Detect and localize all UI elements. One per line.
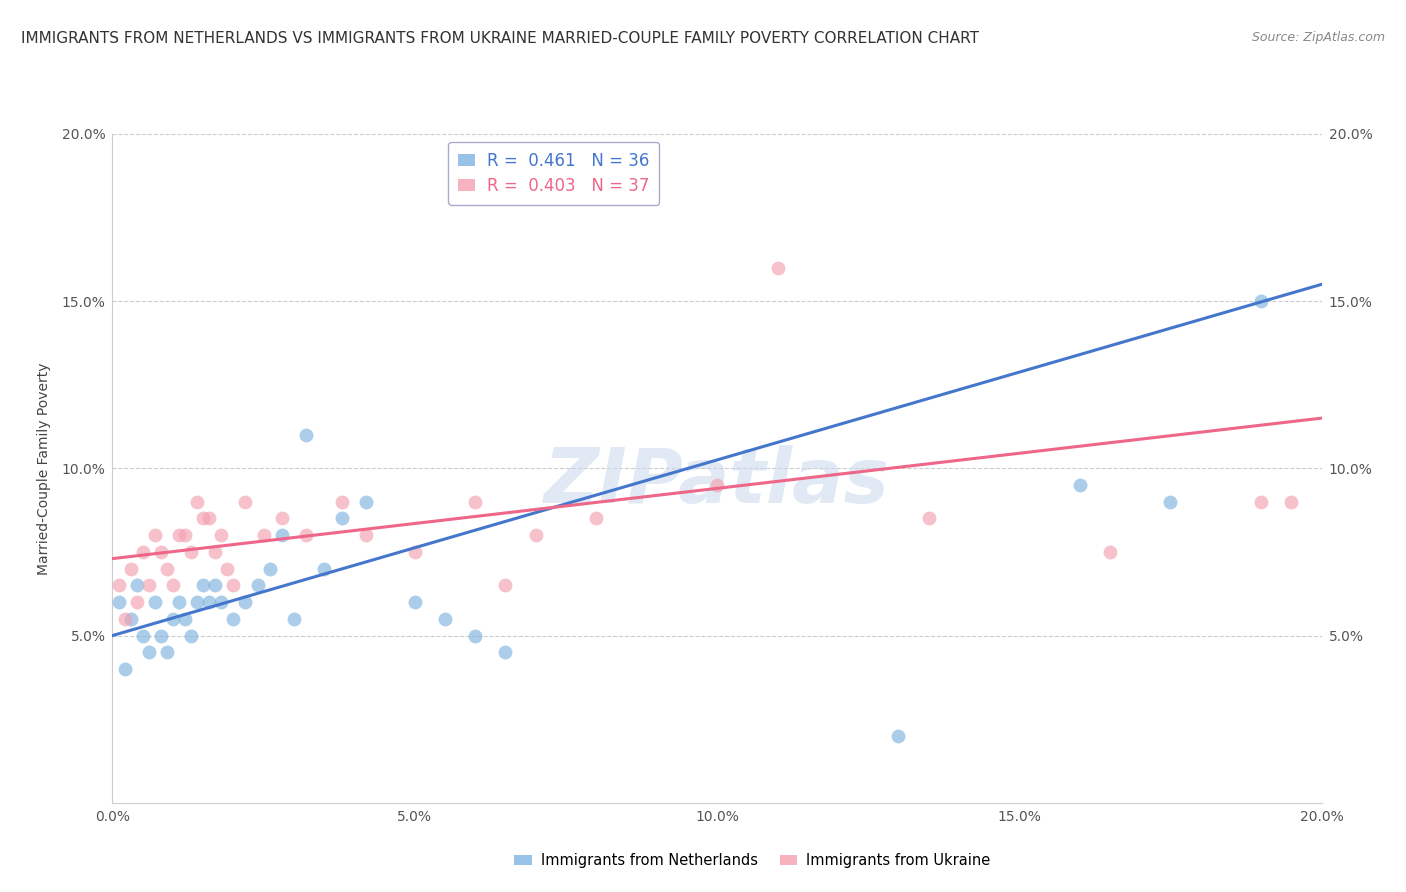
Point — [132, 545, 155, 559]
Point — [246, 578, 269, 592]
Point — [132, 628, 155, 642]
Point — [138, 645, 160, 659]
Point — [464, 494, 486, 508]
Point — [186, 595, 208, 609]
Point — [222, 578, 245, 592]
Point — [495, 645, 517, 659]
Point — [156, 645, 179, 659]
Point — [191, 511, 214, 525]
Point — [191, 578, 214, 592]
Legend: Immigrants from Netherlands, Immigrants from Ukraine: Immigrants from Netherlands, Immigrants … — [509, 847, 995, 874]
Point — [270, 528, 292, 542]
Point — [149, 628, 172, 642]
Point — [1159, 494, 1181, 508]
Point — [1098, 545, 1121, 559]
Point — [198, 595, 221, 609]
Point — [295, 428, 318, 442]
Point — [356, 528, 378, 542]
Point — [186, 494, 208, 508]
Point — [180, 545, 202, 559]
Point — [433, 612, 456, 626]
Point — [270, 511, 292, 525]
Point — [1250, 294, 1272, 309]
Point — [180, 628, 202, 642]
Point — [114, 612, 136, 626]
Point — [217, 562, 239, 576]
Point — [259, 562, 281, 576]
Point — [125, 595, 148, 609]
Point — [143, 528, 166, 542]
Point — [495, 578, 517, 592]
Point — [167, 595, 190, 609]
Point — [167, 528, 190, 542]
Point — [107, 578, 129, 592]
Point — [283, 612, 305, 626]
Point — [174, 528, 197, 542]
Point — [524, 528, 547, 542]
Point — [204, 578, 226, 592]
Point — [162, 578, 184, 592]
Point — [1250, 494, 1272, 508]
Point — [156, 562, 179, 576]
Point — [235, 494, 257, 508]
Point — [330, 511, 353, 525]
Point — [766, 260, 789, 275]
Point — [404, 595, 426, 609]
Point — [114, 662, 136, 676]
Point — [235, 595, 257, 609]
Y-axis label: Married-Couple Family Poverty: Married-Couple Family Poverty — [37, 362, 51, 574]
Point — [204, 545, 226, 559]
Point — [1069, 478, 1091, 492]
Point — [253, 528, 276, 542]
Point — [209, 528, 232, 542]
Point — [404, 545, 426, 559]
Point — [295, 528, 318, 542]
Point — [464, 628, 486, 642]
Text: Source: ZipAtlas.com: Source: ZipAtlas.com — [1251, 31, 1385, 45]
Point — [209, 595, 232, 609]
Point — [120, 562, 142, 576]
Point — [120, 612, 142, 626]
Point — [107, 595, 129, 609]
Point — [222, 612, 245, 626]
Point — [143, 595, 166, 609]
Point — [706, 478, 728, 492]
Text: IMMIGRANTS FROM NETHERLANDS VS IMMIGRANTS FROM UKRAINE MARRIED-COUPLE FAMILY POV: IMMIGRANTS FROM NETHERLANDS VS IMMIGRANT… — [21, 31, 979, 46]
Point — [330, 494, 353, 508]
Point — [138, 578, 160, 592]
Point — [198, 511, 221, 525]
Legend: R =  0.461   N = 36, R =  0.403   N = 37: R = 0.461 N = 36, R = 0.403 N = 37 — [449, 142, 659, 205]
Point — [162, 612, 184, 626]
Point — [356, 494, 378, 508]
Point — [585, 511, 607, 525]
Point — [174, 612, 197, 626]
Point — [149, 545, 172, 559]
Point — [918, 511, 941, 525]
Point — [887, 729, 910, 743]
Point — [125, 578, 148, 592]
Point — [314, 562, 336, 576]
Text: ZIPatlas: ZIPatlas — [544, 445, 890, 518]
Point — [1279, 494, 1302, 508]
